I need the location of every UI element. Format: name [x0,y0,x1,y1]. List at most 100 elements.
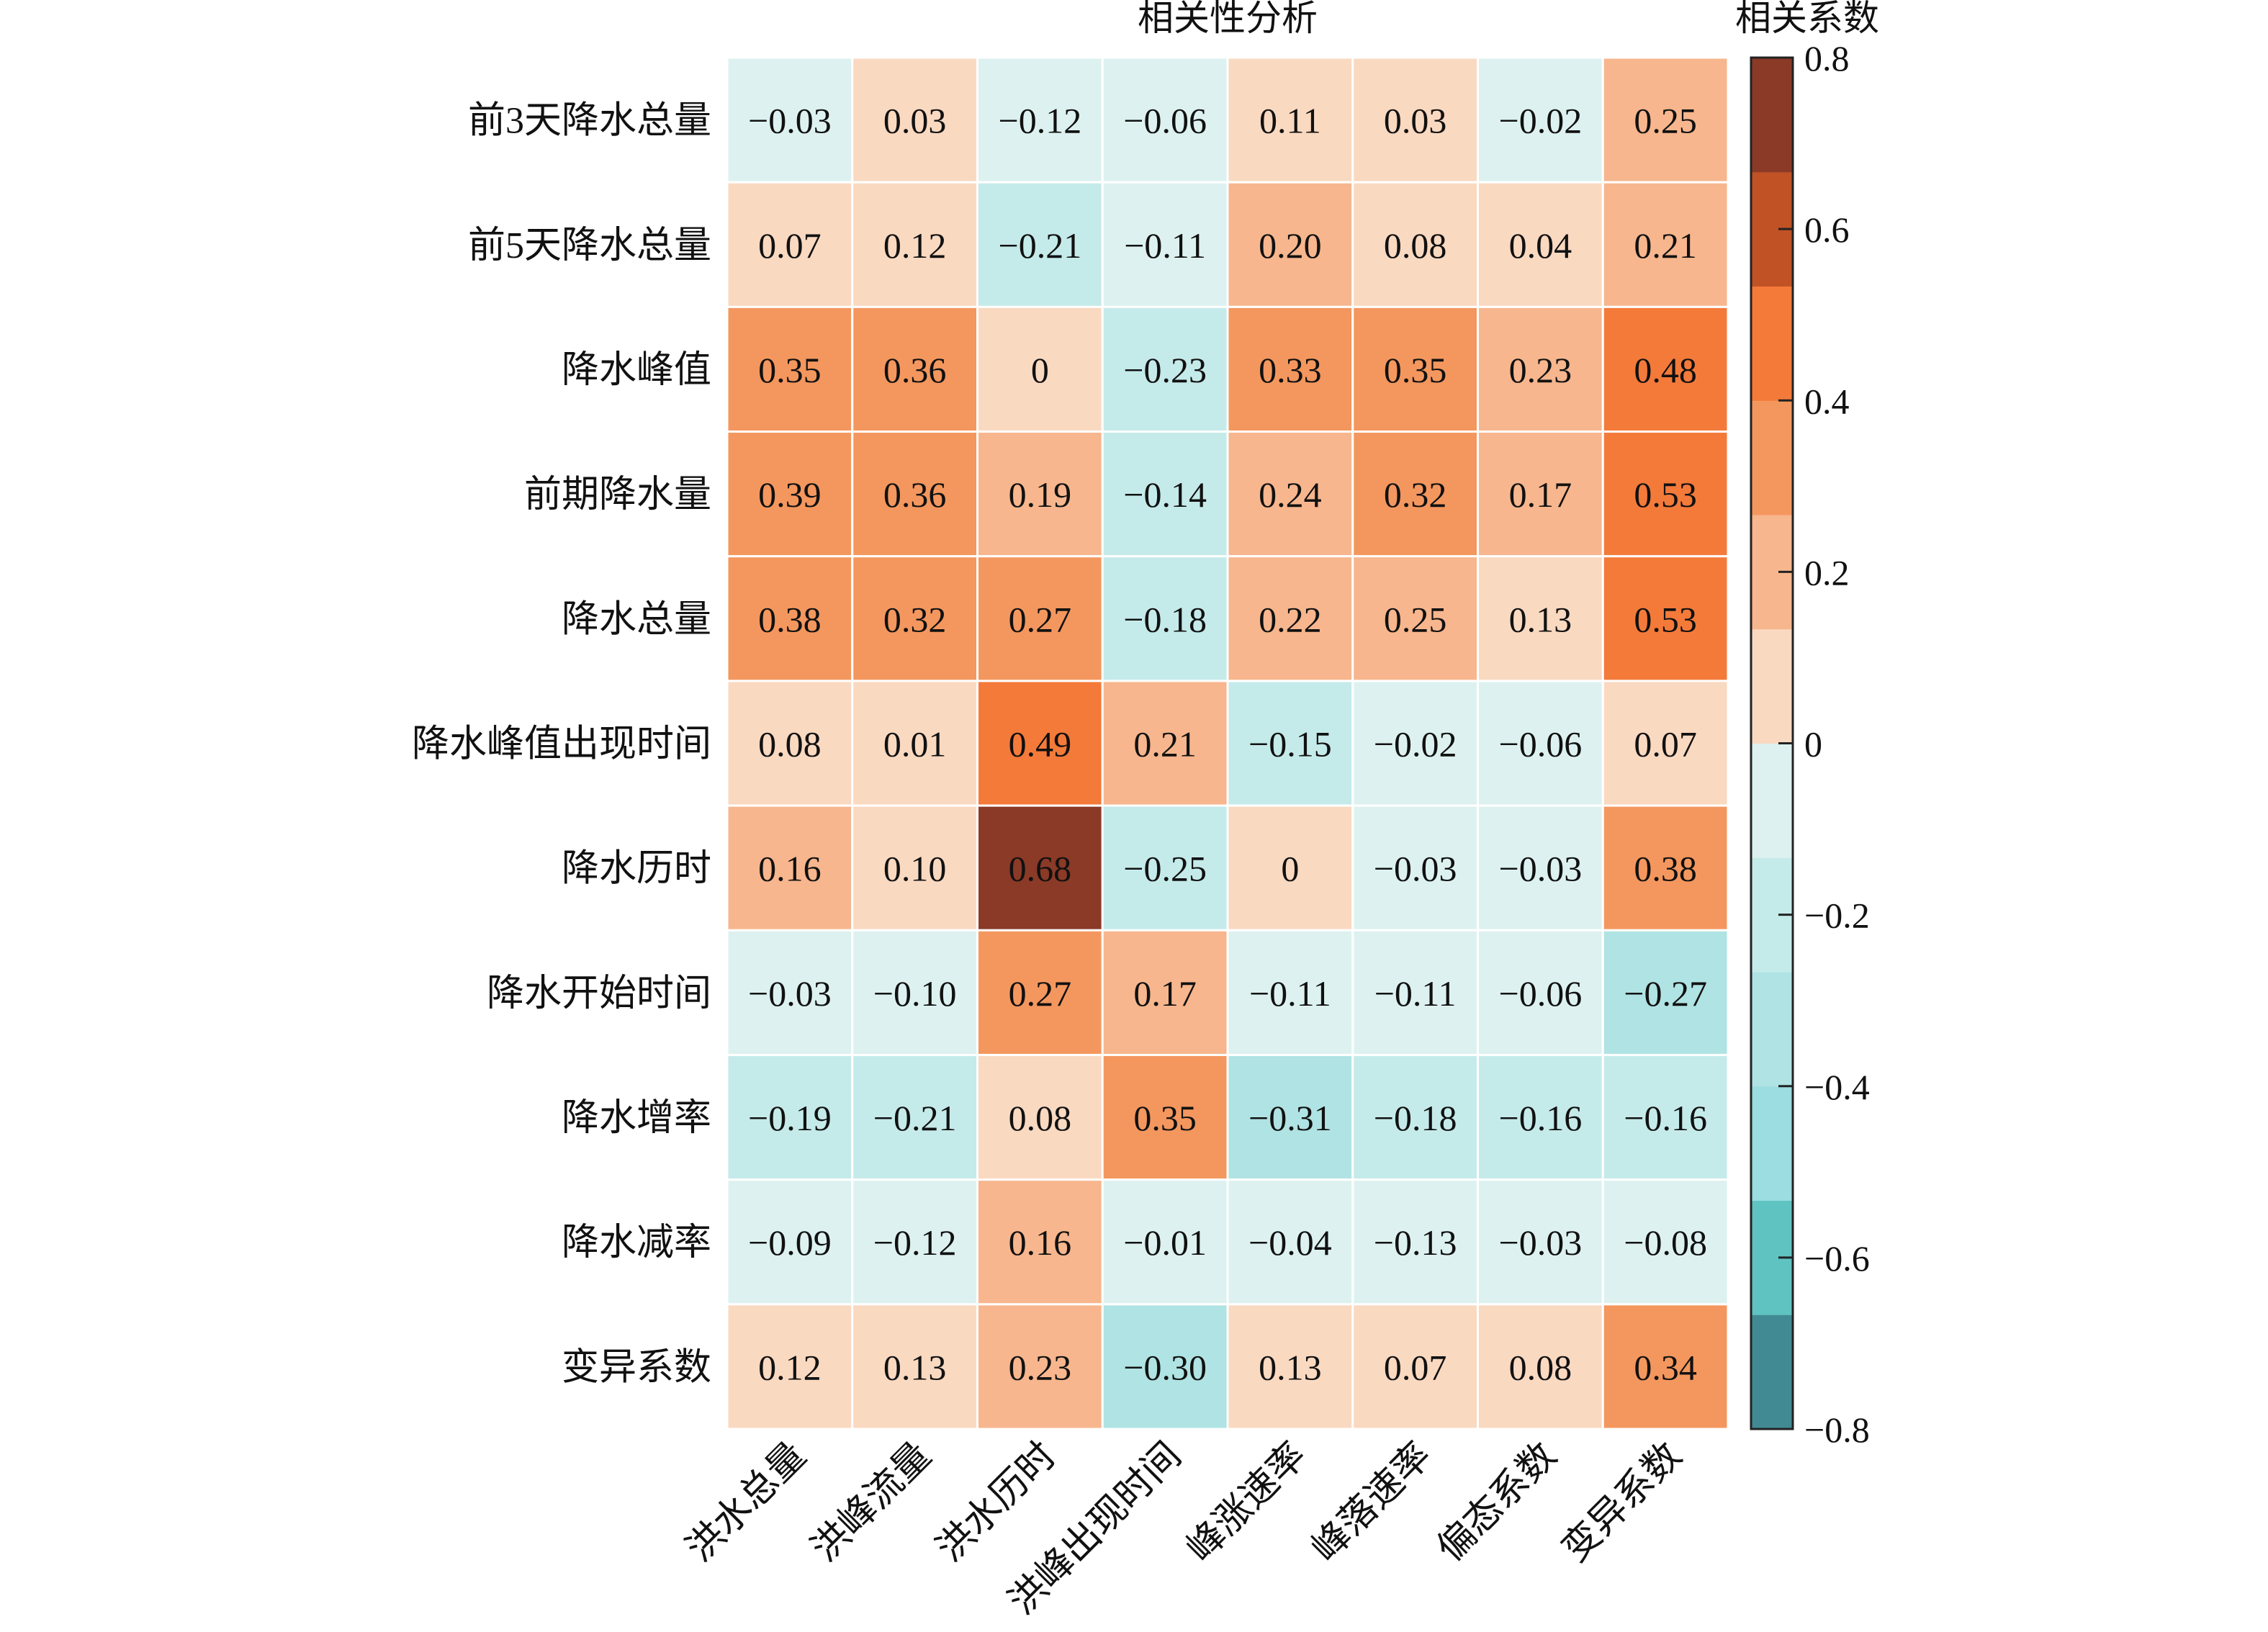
cell-value-label: 0.35 [758,350,822,390]
heatmap-cell [1351,1178,1479,1306]
cell-value-label: 0 [1031,350,1049,390]
heatmap-cell [976,680,1104,807]
cell-value-label: −0.06 [1499,724,1583,765]
column-label: 偏态系数 [1429,1435,1564,1569]
cell-value-label: 0.08 [1509,1347,1572,1387]
cell-value-label: −0.11 [1374,973,1457,1014]
cell-value-label: 0.13 [1509,599,1572,639]
cell-value-label: 0.53 [1634,599,1697,639]
heatmap-cell [1477,1303,1604,1430]
cell-value-label: −0.11 [1124,225,1206,266]
heatmap-cell [1601,680,1729,807]
heatmap-cell [976,56,1104,184]
heatmap-cell [1101,305,1229,433]
colorbar-tick-label: −0.6 [1804,1238,1870,1279]
heatmap-cell [976,1178,1104,1306]
cell-value-label: −0.03 [1499,849,1583,889]
heatmap-cell [1477,430,1604,558]
cell-value-label: 0.49 [1009,724,1072,765]
cell-value-label: 0.38 [758,599,822,639]
heatmap-cell [1601,1303,1729,1430]
heatmap-cell [1226,555,1354,682]
heatmap-cell [1351,1053,1479,1181]
heatmap-cell [1477,555,1604,682]
cell-value-label: −0.03 [748,973,832,1014]
cell-value-label: 0.19 [1009,474,1072,515]
heatmap-cell [726,305,854,433]
heatmap-cell [1351,804,1479,932]
heatmap-cell [851,680,978,807]
cell-value-label: −0.21 [873,1098,957,1138]
cell-value-label: −0.19 [748,1098,832,1138]
cell-value-label: 0.35 [1384,350,1447,390]
cell-value-label: 0.35 [1133,1098,1197,1138]
colorbar-tick-label: 0.6 [1804,209,1850,250]
cell-value-label: −0.18 [1374,1098,1457,1138]
colorbar-band [1751,743,1793,858]
cell-value-label: 0.12 [883,225,947,266]
cell-value-label: −0.23 [1123,350,1207,390]
row-label: 降水历时 [562,849,711,890]
heatmap-cell [1226,1178,1354,1306]
colorbar-band [1751,1315,1793,1430]
heatmap-cell [851,1053,978,1181]
row-label: 降水减率 [562,1222,711,1263]
cell-value-label: 0.21 [1634,225,1697,266]
colorbar-tick-label: 0 [1804,724,1822,765]
heatmap-cell [1477,680,1604,807]
cell-value-label: −0.14 [1123,474,1207,515]
cell-value-label: 0.32 [883,599,947,639]
heatmap-cell [1351,680,1479,807]
column-label: 变异系数 [1554,1435,1689,1569]
colorbar-band [1751,972,1793,1087]
cell-value-label: 0.48 [1634,350,1697,390]
heatmap-cell [1601,56,1729,184]
heatmap-cell [1601,1178,1729,1306]
column-label: 峰落速率 [1305,1435,1439,1569]
cell-value-label: −0.18 [1123,599,1207,639]
cell-value-label: 0.23 [1009,1347,1072,1387]
cell-value-label: 0.25 [1384,599,1447,639]
colorbar-tick-label: 0.4 [1804,381,1850,421]
cell-value-label: 0.08 [758,724,822,765]
cell-value-label: 0.17 [1133,973,1197,1014]
heatmap-cell [1101,430,1229,558]
colorbar-tick-label: −0.2 [1804,896,1870,936]
colorbar-tick-label: 0.8 [1804,38,1850,78]
heatmap-cell [1601,555,1729,682]
heatmap-cell [726,430,854,558]
cell-value-label: 0.27 [1009,973,1072,1014]
cell-value-label: 0.03 [883,101,947,141]
heatmap-cell [976,929,1104,1056]
row-label: 前3天降水总量 [468,101,711,142]
colorbar-band [1751,400,1793,515]
row-label: 降水峰值出现时间 [412,724,711,765]
cell-value-label: −0.31 [1248,1098,1332,1138]
cell-value-label: −0.16 [1624,1098,1707,1138]
row-label: 前5天降水总量 [468,225,711,266]
cell-value-label: −0.25 [1123,849,1207,889]
cell-value-label: 0.36 [883,350,947,390]
heatmap-cell [1101,1178,1229,1306]
cell-value-label: −0.30 [1123,1347,1207,1387]
row-labels: 前3天降水总量前5天降水总量降水峰值前期降水量降水总量降水峰值出现时间降水历时降… [412,101,711,1389]
heatmap-cell [1226,305,1354,433]
cell-value-label: 0.16 [758,849,822,889]
cell-value-label: 0.04 [1509,225,1572,266]
colorbar-tick-label: 0.2 [1804,552,1850,592]
cell-value-label: 0.23 [1509,350,1572,390]
heatmap-cell [1226,929,1354,1056]
cell-value-label: 0.27 [1009,599,1072,639]
cell-value-label: 0.38 [1634,849,1697,889]
heatmap-cell [726,1178,854,1306]
heatmap-cell [851,1303,978,1430]
cell-value-label: −0.02 [1374,724,1457,765]
cell-value-label: 0.08 [1009,1098,1072,1138]
column-label: 洪峰流量 [804,1435,939,1569]
row-label: 降水增率 [562,1098,711,1139]
heatmap-cell [726,1303,854,1430]
heatmap-cell [1601,804,1729,932]
colorbar: 0.8 0.6 0.4 0.2 0 −0.2 −0.4 −0.6 −0.8 [1750,38,1870,1450]
cell-value-label: −0.12 [873,1222,957,1263]
